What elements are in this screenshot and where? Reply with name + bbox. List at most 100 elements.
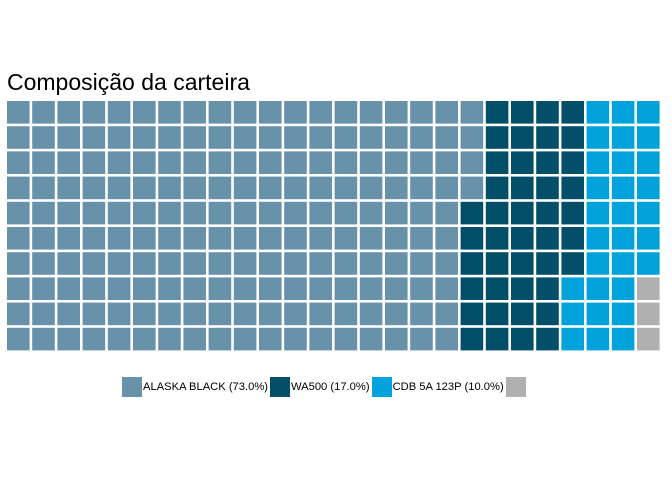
waffle-square-alaska-black: [334, 126, 358, 149]
waffle-square-wa500: [485, 252, 509, 275]
waffle-square-alaska-black: [284, 201, 307, 225]
waffle-square-cdb-5a-123p: [586, 277, 610, 300]
waffle-square-alaska-black: [460, 176, 484, 200]
waffle-square-alaska-black: [385, 201, 408, 225]
waffle-square-wa500: [460, 227, 484, 250]
waffle-square-wa500: [536, 277, 559, 300]
waffle-square-alaska-black: [410, 151, 433, 174]
waffle-square-alaska-black: [7, 227, 30, 250]
waffle-square-alaska-black: [107, 176, 131, 200]
waffle-square-alaska-black: [410, 176, 433, 200]
waffle-square-cdb-5a-123p: [637, 227, 660, 250]
waffle-square-alaska-black: [233, 252, 257, 275]
waffle-square-cdb-5a-123p: [611, 277, 635, 300]
waffle-square-cdb-5a-123p: [586, 176, 610, 200]
waffle-square-alaska-black: [208, 201, 232, 225]
waffle-square-cdb-5a-123p: [586, 151, 610, 174]
waffle-square-cdb-5a-123p: [611, 101, 635, 124]
waffle-square-alaska-black: [385, 302, 408, 326]
waffle-square-alaska-black: [183, 252, 206, 275]
waffle-square-alaska-black: [107, 302, 131, 326]
waffle-square-remainder: [637, 302, 660, 326]
waffle-square-alaska-black: [32, 227, 55, 250]
waffle-square-cdb-5a-123p: [586, 227, 610, 250]
waffle-square-wa500: [511, 126, 534, 149]
waffle-square-alaska-black: [183, 277, 206, 300]
waffle-square-alaska-black: [359, 101, 383, 124]
waffle-square-alaska-black: [107, 201, 131, 225]
waffle-square-alaska-black: [82, 176, 106, 200]
waffle-square-cdb-5a-123p: [561, 327, 584, 351]
waffle-square-alaska-black: [107, 126, 131, 149]
waffle-square-alaska-black: [7, 302, 30, 326]
waffle-square-cdb-5a-123p: [611, 126, 635, 149]
waffle-square-alaska-black: [309, 327, 332, 351]
legend-item-alaska-black: ALASKA BLACK (73.0%): [122, 377, 270, 397]
waffle-square-cdb-5a-123p: [611, 201, 635, 225]
waffle-square-alaska-black: [107, 252, 131, 275]
legend-key-alaska-black: [122, 377, 142, 397]
waffle-square-cdb-5a-123p: [611, 176, 635, 200]
waffle-square-alaska-black: [32, 277, 55, 300]
waffle-square-alaska-black: [7, 327, 30, 351]
waffle-square-alaska-black: [410, 126, 433, 149]
waffle-square-alaska-black: [284, 126, 307, 149]
waffle-square-alaska-black: [385, 227, 408, 250]
waffle-square-alaska-black: [259, 176, 282, 200]
waffle-square-alaska-black: [158, 252, 181, 275]
waffle-square-alaska-black: [233, 327, 257, 351]
waffle-square-wa500: [536, 201, 559, 225]
waffle-square-alaska-black: [133, 227, 156, 250]
waffle-square-alaska-black: [183, 201, 206, 225]
waffle-square-wa500: [511, 176, 534, 200]
waffle-square-alaska-black: [259, 252, 282, 275]
waffle-square-alaska-black: [385, 151, 408, 174]
waffle-square-alaska-black: [183, 101, 206, 124]
waffle-square-alaska-black: [208, 126, 232, 149]
waffle-square-cdb-5a-123p: [637, 101, 660, 124]
waffle-square-alaska-black: [183, 327, 206, 351]
chart-title: Composição da carteira: [7, 69, 250, 95]
waffle-square-alaska-black: [32, 151, 55, 174]
waffle-square-alaska-black: [435, 252, 458, 275]
waffle-square-cdb-5a-123p: [561, 277, 584, 300]
waffle-square-alaska-black: [233, 302, 257, 326]
waffle-square-alaska-black: [309, 126, 332, 149]
waffle-square-wa500: [485, 101, 509, 124]
waffle-square-cdb-5a-123p: [637, 176, 660, 200]
waffle-square-alaska-black: [334, 201, 358, 225]
waffle-square-alaska-black: [435, 327, 458, 351]
legend-label-cdb-5a-123p: CDB 5A 123P (10.0%): [392, 381, 504, 393]
waffle-square-alaska-black: [410, 227, 433, 250]
waffle-square-alaska-black: [385, 277, 408, 300]
waffle-square-alaska-black: [284, 227, 307, 250]
waffle-square-wa500: [485, 227, 509, 250]
waffle-square-cdb-5a-123p: [586, 302, 610, 326]
waffle-square-wa500: [460, 302, 484, 326]
waffle-square-wa500: [485, 126, 509, 149]
waffle-square-cdb-5a-123p: [611, 252, 635, 275]
waffle-square-wa500: [511, 302, 534, 326]
waffle-square-alaska-black: [284, 101, 307, 124]
waffle-square-alaska-black: [208, 151, 232, 174]
waffle-square-alaska-black: [7, 101, 30, 124]
waffle-square-alaska-black: [7, 176, 30, 200]
waffle-square-alaska-black: [284, 176, 307, 200]
waffle-square-cdb-5a-123p: [586, 201, 610, 225]
waffle-square-alaska-black: [435, 151, 458, 174]
waffle-square-alaska-black: [57, 101, 80, 124]
waffle-square-alaska-black: [233, 277, 257, 300]
waffle-square-alaska-black: [309, 176, 332, 200]
waffle-square-alaska-black: [259, 201, 282, 225]
waffle-square-cdb-5a-123p: [586, 327, 610, 351]
waffle-square-alaska-black: [309, 277, 332, 300]
waffle-square-alaska-black: [259, 327, 282, 351]
waffle-square-alaska-black: [284, 302, 307, 326]
waffle-square-alaska-black: [82, 227, 106, 250]
waffle-square-wa500: [460, 277, 484, 300]
waffle-square-alaska-black: [284, 252, 307, 275]
waffle-square-cdb-5a-123p: [586, 101, 610, 124]
waffle-square-alaska-black: [460, 101, 484, 124]
waffle-square-alaska-black: [208, 327, 232, 351]
waffle-square-alaska-black: [107, 101, 131, 124]
